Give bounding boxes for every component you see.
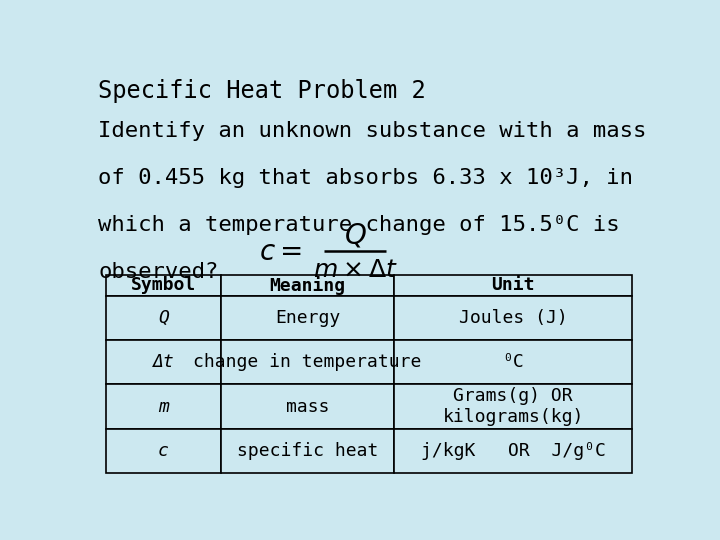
Text: $c =$: $c =$	[259, 238, 302, 266]
Bar	[106, 340, 221, 384]
Bar	[394, 384, 632, 429]
Text: of 0.455 kg that absorbs 6.33 x 10³J, in: of 0.455 kg that absorbs 6.33 x 10³J, in	[99, 168, 634, 188]
Bar	[221, 384, 394, 429]
Text: $Q$: $Q$	[343, 221, 366, 249]
Text: mass: mass	[286, 397, 329, 416]
Text: Δt: Δt	[153, 353, 174, 371]
Text: Meaning: Meaning	[269, 276, 346, 295]
Text: observed?: observed?	[99, 262, 219, 282]
Text: Energy: Energy	[275, 309, 341, 327]
Bar	[221, 295, 394, 340]
Text: change in temperature: change in temperature	[194, 353, 422, 371]
Text: specific heat: specific heat	[237, 442, 378, 460]
Bar	[106, 275, 221, 295]
Text: Q: Q	[158, 309, 168, 327]
Bar	[106, 384, 221, 429]
Text: $m \times \Delta t$: $m \times \Delta t$	[312, 258, 397, 282]
Bar	[221, 275, 394, 295]
Bar	[394, 295, 632, 340]
Bar	[394, 340, 632, 384]
Text: c: c	[158, 442, 168, 460]
Bar	[106, 429, 221, 473]
Bar	[221, 429, 394, 473]
Bar	[106, 295, 221, 340]
Text: Identify an unknown substance with a mass: Identify an unknown substance with a mas…	[99, 121, 647, 141]
Text: j/kgK   OR  J/g⁰C: j/kgK OR J/g⁰C	[420, 442, 606, 460]
Bar	[221, 340, 394, 384]
Bar	[394, 275, 632, 295]
Text: Joules (J): Joules (J)	[459, 309, 567, 327]
Bar	[394, 429, 632, 473]
Text: Specific Heat Problem 2: Specific Heat Problem 2	[99, 79, 426, 103]
Text: Grams(g) OR
kilograms(kg): Grams(g) OR kilograms(kg)	[443, 387, 584, 426]
Text: m: m	[158, 397, 168, 416]
Text: ⁰C: ⁰C	[503, 353, 524, 371]
Text: which a temperature change of 15.5⁰C is: which a temperature change of 15.5⁰C is	[99, 215, 620, 235]
Text: Symbol: Symbol	[131, 276, 196, 294]
Text: Unit: Unit	[492, 276, 535, 294]
